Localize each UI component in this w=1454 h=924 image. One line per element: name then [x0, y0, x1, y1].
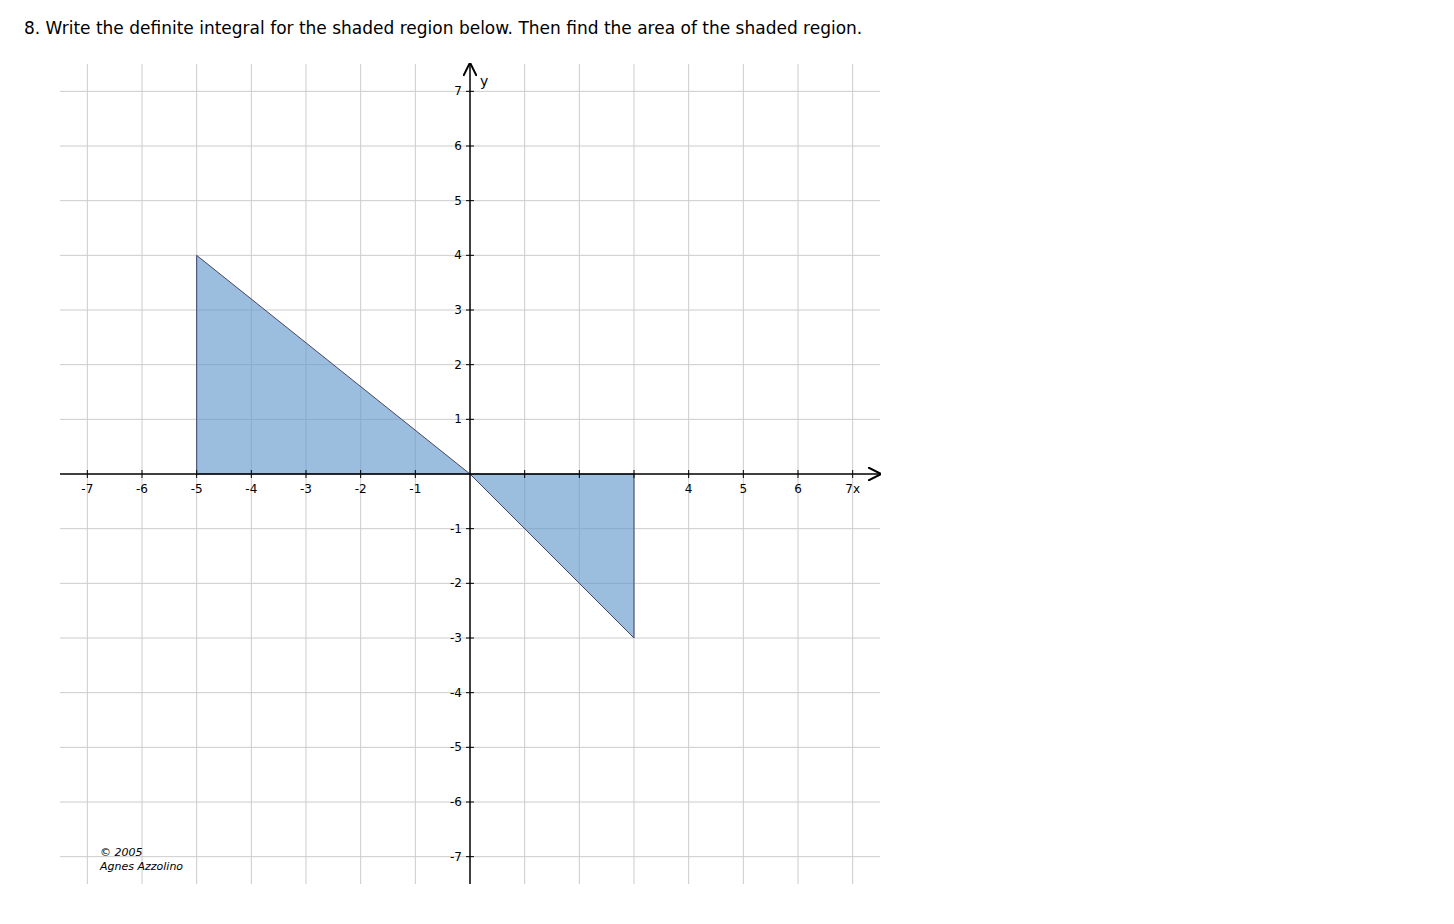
- grid-line: [60, 747, 880, 748]
- x-tick: [579, 470, 580, 478]
- grid-line: [306, 64, 307, 884]
- x-tick-label: 4: [685, 482, 693, 496]
- y-tick: [466, 200, 474, 201]
- x-tick-label: -3: [300, 482, 312, 496]
- y-axis: [469, 64, 471, 884]
- grid-line: [798, 64, 799, 884]
- grid-line: [60, 310, 880, 311]
- x-tick: [852, 470, 853, 478]
- grid-line: [415, 64, 416, 884]
- y-tick-label: 5: [454, 194, 462, 208]
- y-tick-label: -2: [450, 576, 462, 590]
- y-tick-label: -6: [450, 795, 462, 809]
- grid-line: [60, 856, 880, 857]
- y-tick: [466, 255, 474, 256]
- y-tick: [466, 692, 474, 693]
- x-tick: [415, 470, 416, 478]
- x-tick: [688, 470, 689, 478]
- grid-line: [251, 64, 252, 884]
- x-tick: [196, 470, 197, 478]
- y-tick-label: 4: [454, 248, 462, 262]
- y-tick-label: 2: [454, 358, 462, 372]
- chart: 8. Write the definite integral for the s…: [0, 0, 1454, 924]
- y-tick-label: -7: [450, 850, 462, 864]
- grid-line: [688, 64, 689, 884]
- y-tick: [466, 802, 474, 803]
- grid-line: [60, 692, 880, 693]
- y-tick: [466, 638, 474, 639]
- x-tick: [360, 470, 361, 478]
- grid-line: [60, 802, 880, 803]
- grid-line: [60, 583, 880, 584]
- y-tick-label: 3: [454, 303, 462, 317]
- y-tick: [466, 310, 474, 311]
- grid: [60, 64, 880, 884]
- x-tick: [142, 470, 143, 478]
- y-tick-label: 1: [454, 412, 462, 426]
- axes: -7 -6 -5 -4 -3 -2 -1 4 5 6 7x -7 -6 -5 -4 -3 -2 -1 1 2 3 4 5 6 7: [60, 64, 880, 884]
- y-tick: [466, 91, 474, 92]
- y-tick-label: -4: [450, 686, 462, 700]
- grid-line: [196, 64, 197, 884]
- annotation-line: Agnes Azzolino: [99, 860, 183, 873]
- grid-line: [524, 64, 525, 884]
- grid-line: [360, 64, 361, 884]
- y-axis-label: y: [480, 73, 488, 89]
- x-tick: [306, 470, 307, 478]
- x-tick-label: -2: [355, 482, 367, 496]
- x-tick-label: -1: [409, 482, 421, 496]
- y-tick-label: -3: [450, 631, 462, 645]
- grid-line: [60, 146, 880, 147]
- x-tick: [798, 470, 799, 478]
- y-tick: [466, 146, 474, 147]
- grid-line: [634, 64, 635, 884]
- grid-line: [60, 638, 880, 639]
- grid-line: [579, 64, 580, 884]
- grid-line: [852, 64, 853, 884]
- x-tick-label: -6: [136, 482, 148, 496]
- grid-line: [142, 64, 143, 884]
- annotation: © 2005Agnes Azzolino: [99, 846, 183, 873]
- y-tick: [466, 747, 474, 748]
- x-tick: [634, 470, 635, 478]
- y-tick: [466, 528, 474, 529]
- x-tick-label: -5: [191, 482, 203, 496]
- y-tick-label: -1: [450, 522, 462, 536]
- y-tick-label: 7: [454, 84, 462, 98]
- grid-line: [743, 64, 744, 884]
- grid-line: [60, 419, 880, 420]
- y-tick-label: 6: [454, 139, 462, 153]
- shaded-region: [470, 474, 634, 638]
- x-tick-label: 6: [794, 482, 802, 496]
- title: 8. Write the definite integral for the s…: [24, 18, 862, 38]
- plot-area: [197, 255, 634, 638]
- x-tick: [251, 470, 252, 478]
- annotation-line: © 2005: [100, 846, 143, 859]
- x-tick-label: 5: [740, 482, 748, 496]
- y-tick: [466, 419, 474, 420]
- grid-line: [60, 364, 880, 365]
- x-tick: [87, 470, 88, 478]
- y-tick-label: -5: [450, 740, 462, 754]
- x-tick: [524, 470, 525, 478]
- shaded-region: [197, 255, 470, 474]
- grid-line: [87, 64, 88, 884]
- grid-line: [60, 200, 880, 201]
- x-tick: [743, 470, 744, 478]
- grid-line: [60, 255, 880, 256]
- x-tick-label: 7x: [845, 482, 860, 496]
- y-tick: [466, 364, 474, 365]
- y-tick: [466, 856, 474, 857]
- y-tick: [466, 583, 474, 584]
- x-tick-label: -4: [245, 482, 257, 496]
- grid-line: [60, 91, 880, 92]
- grid-line: [60, 528, 880, 529]
- x-tick-label: -7: [81, 482, 93, 496]
